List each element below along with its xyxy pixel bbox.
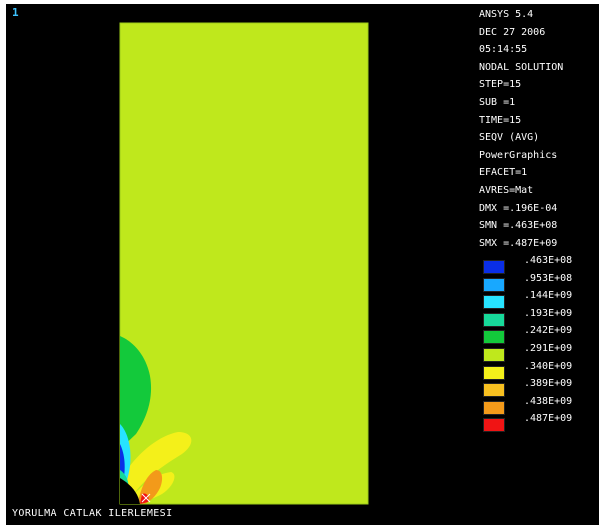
legend-swatch — [483, 365, 505, 380]
legend-value: .438E+09 — [524, 395, 573, 407]
info-line: DMX =.196E-04 — [479, 202, 558, 214]
crack-tip-marker — [141, 493, 151, 503]
legend-value: .953E+08 — [524, 272, 573, 284]
graphics-viewport[interactable]: 1 YORULMA CATLAK ILERLEMESI — [6, 4, 471, 525]
legend-value: .291E+09 — [524, 343, 573, 354]
plot-title: YORULMA CATLAK ILERLEMESI — [12, 508, 173, 519]
legend-value: .463E+08 — [524, 255, 573, 266]
info-line: AVRES=Mat — [479, 185, 534, 196]
info-line: SEQV (AVG) — [479, 132, 540, 144]
legend-value: .242E+09 — [524, 325, 573, 337]
legend-value: .193E+09 — [524, 307, 573, 319]
legend-swatch — [483, 295, 505, 310]
legend-panel: ANSYS 5.4 DEC 27 2006 05:14:55 NODAL SOLUTI… — [471, 4, 599, 525]
legend-swatch — [483, 312, 505, 327]
crack-region — [120, 478, 140, 504]
info-line: DEC 27 2006 — [479, 26, 546, 38]
info-line: STEP=15 — [479, 79, 522, 91]
contour-region-green — [120, 336, 152, 449]
info-line: TIME=15 — [479, 114, 522, 126]
legend-swatch — [483, 348, 505, 362]
info-line: SUB =1 — [479, 97, 516, 108]
legend-swatch — [483, 330, 505, 345]
legend-swatch — [483, 418, 505, 433]
legend-value: .340E+09 — [524, 360, 573, 372]
legend-swatch — [483, 383, 505, 398]
legend-swatch — [483, 277, 505, 292]
info-line: 05:14:55 — [479, 44, 528, 56]
info-line: SMX =.487E+09 — [479, 237, 558, 249]
legend-swatch — [483, 260, 505, 274]
contour-region-yellow — [120, 432, 192, 499]
legend-value: .389E+09 — [524, 378, 573, 390]
info-line: ANSYS 5.4 — [479, 9, 534, 20]
info-line: EFACET=1 — [479, 167, 528, 179]
window-number: 1 — [12, 6, 19, 19]
legend-value: .487E+09 — [524, 413, 573, 425]
model-domain — [119, 22, 369, 505]
info-line: NODAL SOLUTION — [479, 61, 564, 73]
info-line: PowerGraphics — [479, 149, 558, 161]
contour-plot — [119, 22, 369, 505]
legend-swatch — [483, 400, 505, 415]
info-line: SMN =.463E+08 — [479, 220, 558, 232]
legend-value: .144E+09 — [524, 290, 573, 302]
